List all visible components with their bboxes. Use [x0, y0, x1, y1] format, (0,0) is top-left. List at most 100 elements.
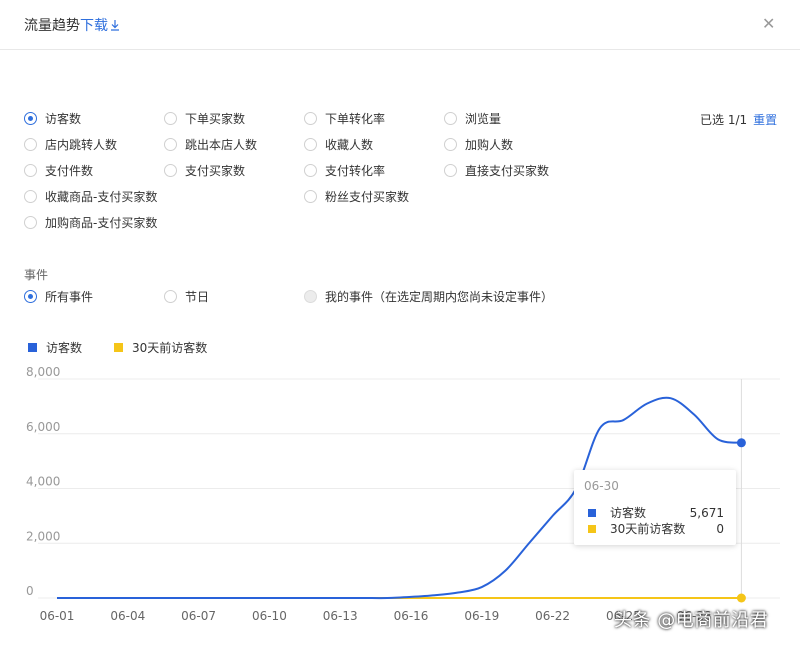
metric-label: 直接支付买家数 [465, 164, 550, 178]
radio-icon [304, 138, 317, 151]
traffic-line-chart[interactable]: 0 2,000 4,000 6,000 8,000 06-01 06-04 06-07 06-1… [0, 355, 800, 625]
metric-option[interactable]: 跳出本店人数 [164, 136, 257, 153]
radio-icon [164, 164, 177, 177]
watermark: 头条 @电商前沿君 [614, 610, 769, 631]
download-link[interactable]: 下载 [80, 18, 121, 34]
metric-label: 加购商品-支付买家数 [45, 216, 158, 230]
x-tick-label: 06-10 [252, 609, 287, 623]
dialog-header: 流量趋势下载 ✕ [0, 0, 800, 50]
selected-count: 已选 1/1 [700, 113, 748, 127]
radio-icon [304, 164, 317, 177]
radio-icon [304, 112, 317, 125]
radio-icon [304, 190, 317, 203]
x-tick-label: 06-28 [677, 609, 712, 623]
radio-icon [164, 112, 177, 125]
events-title: 事件 [24, 268, 49, 282]
metric-label: 店内跳转人数 [45, 138, 118, 152]
event-option: 我的事件（在选定周期内您尚未设定事件） [304, 288, 553, 305]
tooltip-date: 06-30 [584, 479, 619, 493]
radio-icon [24, 216, 37, 229]
event-label: 所有事件 [45, 290, 94, 304]
x-tick-label: 06-01 [40, 609, 75, 623]
tooltip-swatch-visitors [588, 508, 596, 517]
x-tick-label: 06-25 [606, 609, 641, 623]
download-icon [111, 20, 119, 31]
metric-option[interactable]: 支付件数 [24, 162, 93, 179]
y-tick-label: 0 [26, 584, 34, 598]
radio-icon [24, 164, 37, 177]
radio-icon [164, 290, 177, 303]
radio-icon [444, 138, 457, 151]
x-tick-label: 06-13 [323, 609, 358, 623]
radio-icon [304, 290, 317, 303]
radio-icon [444, 112, 457, 125]
metric-label: 跳出本店人数 [185, 138, 258, 152]
metric-label: 加购人数 [465, 138, 514, 152]
metric-option[interactable]: 访客数 [24, 110, 81, 127]
tooltip-name-visitors-30d: 30天前访客数 [610, 522, 686, 536]
metric-option[interactable]: 店内跳转人数 [24, 136, 117, 153]
metric-option[interactable]: 下单买家数 [164, 110, 245, 127]
metric-option[interactable]: 浏览量 [444, 110, 501, 127]
metric-label: 粉丝支付买家数 [325, 190, 410, 204]
chart-tooltip: 06-30 访客数 5,671 30天前访客数 0 [574, 470, 736, 545]
event-option[interactable]: 节日 [164, 288, 209, 305]
metric-option[interactable]: 粉丝支付买家数 [304, 188, 409, 205]
metric-option[interactable]: 支付转化率 [304, 162, 385, 179]
radio-icon [24, 290, 37, 303]
metric-label: 支付件数 [45, 164, 94, 178]
event-label: 节日 [185, 290, 210, 304]
event-label: 我的事件（在选定周期内您尚未设定事件） [325, 290, 554, 304]
metric-label: 支付转化率 [325, 164, 386, 178]
radio-icon [24, 138, 37, 151]
point-marker-visitors [736, 438, 746, 448]
metric-label: 支付买家数 [185, 164, 246, 178]
metric-label: 下单买家数 [185, 112, 246, 126]
legend-label-visitors: 访客数 [46, 341, 83, 355]
radio-icon [164, 138, 177, 151]
chart-legend: 访客数 30天前访客数 [28, 339, 239, 356]
x-tick-label: 06-04 [110, 609, 145, 623]
point-marker-visitors-30d [736, 593, 746, 603]
y-tick-label: 6,000 [26, 420, 60, 434]
series-line-visitors [57, 396, 742, 600]
metric-option[interactable]: 收藏人数 [304, 136, 373, 153]
metric-option[interactable]: 下单转化率 [304, 110, 385, 127]
metric-label: 访客数 [45, 112, 82, 126]
tooltip-name-visitors: 访客数 [610, 506, 647, 520]
x-tick-label: 06-19 [464, 609, 499, 623]
radio-icon [444, 164, 457, 177]
legend-swatch-visitors [28, 343, 37, 352]
title-text: 流量趋势 [24, 18, 80, 34]
y-tick-label: 4,000 [26, 475, 60, 489]
metric-option[interactable]: 直接支付买家数 [444, 162, 549, 179]
close-icon[interactable]: ✕ [762, 14, 776, 33]
y-tick-label: 8,000 [26, 365, 60, 379]
reset-button[interactable]: 重置 [753, 113, 778, 127]
metric-label: 下单转化率 [325, 112, 386, 126]
selection-info: 已选 1/1 重置 [700, 111, 777, 128]
x-tick-label: 06-16 [394, 609, 429, 623]
tooltip-swatch-visitors-30d [588, 524, 596, 533]
x-tick-label: 06-07 [181, 609, 216, 623]
metric-option[interactable]: 支付买家数 [164, 162, 245, 179]
legend-swatch-visitors-30d [114, 343, 124, 352]
x-tick-label: 06-22 [535, 609, 570, 623]
tooltip-row-visitors: 访客数 5,671 [588, 504, 724, 521]
metric-option[interactable]: 加购人数 [444, 136, 513, 153]
tooltip-value-visitors: 5,671 [689, 505, 724, 520]
metric-option[interactable]: 收藏商品-支付买家数 [24, 188, 157, 205]
legend-item-visitors[interactable]: 访客数 [28, 339, 82, 356]
y-tick-label: 2,000 [26, 529, 60, 543]
legend-item-visitors-30d[interactable]: 30天前访客数 [114, 339, 207, 356]
metric-option[interactable]: 加购商品-支付买家数 [24, 214, 157, 231]
tooltip-value-visitors-30d: 0 [716, 521, 724, 536]
radio-icon [24, 190, 37, 203]
metric-label: 浏览量 [465, 112, 502, 126]
tooltip-row-visitors-30d: 30天前访客数 0 [588, 520, 724, 537]
metric-label: 收藏商品-支付买家数 [45, 190, 158, 204]
metric-label: 收藏人数 [325, 138, 374, 152]
event-option[interactable]: 所有事件 [24, 288, 93, 305]
dialog-title: 流量趋势下载 [24, 15, 121, 35]
radio-icon [24, 112, 37, 125]
